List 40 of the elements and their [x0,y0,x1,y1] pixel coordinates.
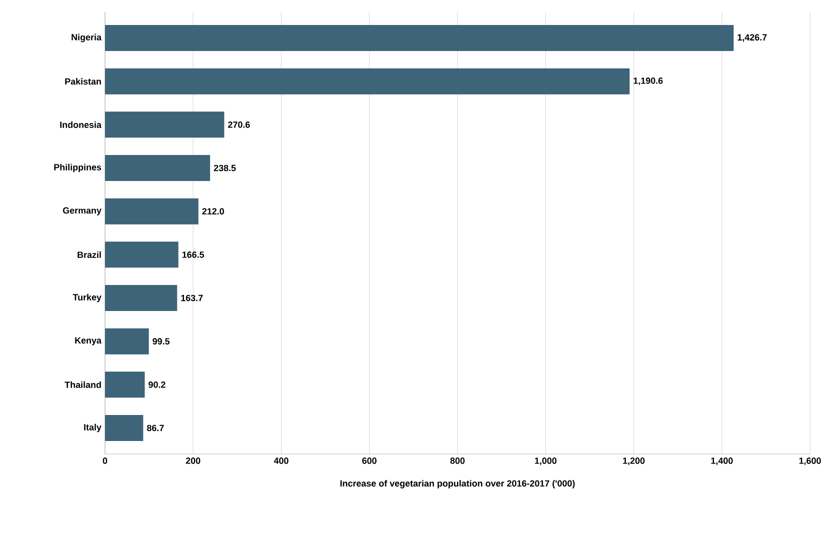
bar [105,68,630,94]
bar [105,198,198,224]
x-tick-label: 0 [102,458,108,464]
x-tick-label: 1,600 [799,458,821,466]
x-tick-label: 400 [274,458,288,464]
data-label: 270.6 [228,121,250,128]
y-tick-label: Turkey [72,294,102,302]
x-axis-title: Increase of vegetarian population over 2016-2017 ('000) [340,480,575,488]
x-tick-label: 600 [362,458,376,464]
bar [105,372,145,398]
data-label: 1,190.6 [634,78,663,86]
data-label: 212.0 [202,208,224,215]
bar [105,25,734,52]
data-label: 86.7 [147,424,164,432]
x-tick-label: 200 [186,458,200,464]
y-tick-label: Pakistan [65,78,101,85]
y-tick-label: Germany [62,207,102,216]
bar [105,112,224,138]
y-tick-label: Nigeria [72,34,102,42]
bar [105,285,178,312]
bar [105,242,178,268]
y-tick-label: Thailand [64,381,101,388]
data-label: 90.2 [148,381,166,388]
data-label: 1,426.7 [738,34,767,42]
data-label: 163.7 [181,294,203,302]
x-tick-label: 1,400 [711,458,733,466]
bar [105,155,210,182]
bar [105,328,149,354]
y-tick-label: Indonesia [60,121,102,128]
data-label: 238.5 [214,164,236,172]
x-tick-label: 1,200 [623,458,645,466]
y-tick-label: Philippines [54,164,102,172]
y-tick-label: Brazil [78,251,101,258]
y-tick-label: Italy [84,424,102,432]
bar [105,415,144,442]
x-tick-label: 800 [450,458,465,464]
y-tick-label: Kenya [75,337,102,346]
x-tick-label: 1,000 [534,458,556,466]
data-label: 166.5 [182,251,204,258]
data-label: 99.5 [152,338,170,345]
